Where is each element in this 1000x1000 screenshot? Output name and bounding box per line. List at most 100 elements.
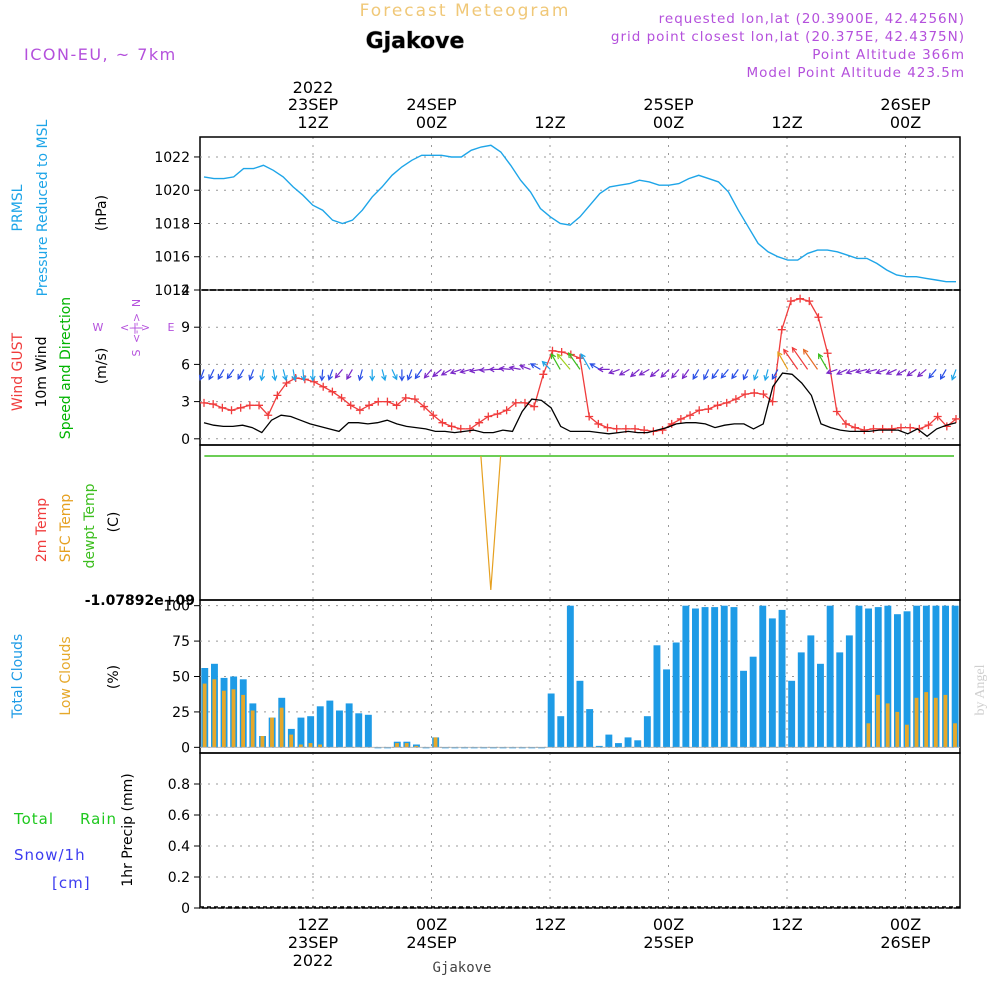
wind-direction-arrow bbox=[895, 368, 907, 376]
cloud-series: 0 25 50 75 100 bbox=[163, 599, 960, 756]
gust-marker bbox=[667, 419, 676, 428]
total-cloud-bar bbox=[720, 605, 728, 748]
gust-marker bbox=[264, 411, 273, 420]
compass-icon: N <-|-> S W <-|-> E bbox=[93, 299, 175, 357]
low-cloud-bar bbox=[308, 743, 313, 748]
cloud-ytick-label: 25 bbox=[172, 705, 190, 721]
wind-unit: (m/s) bbox=[94, 348, 110, 385]
gust-marker bbox=[777, 325, 786, 334]
wind-direction-arrow bbox=[763, 369, 770, 382]
low-cloud-bar bbox=[260, 736, 265, 748]
wind-direction-arrow bbox=[319, 369, 326, 382]
gust-marker bbox=[658, 426, 667, 435]
gust-marker bbox=[447, 422, 456, 431]
low-cloud-bar bbox=[395, 743, 399, 748]
wind-direction-arrow bbox=[649, 368, 660, 378]
gust-marker bbox=[282, 379, 291, 387]
precip-unit: 1hr Precip (mm) bbox=[120, 773, 136, 886]
total-cloud-bar bbox=[913, 605, 921, 748]
total-cloud-bar bbox=[364, 714, 372, 748]
total-cloud-bar bbox=[615, 743, 622, 748]
precip-ytick-label: 0 bbox=[181, 901, 190, 917]
gust-marker bbox=[603, 423, 612, 432]
wind-direction-arrow bbox=[711, 369, 719, 380]
prmsl-ytick-label: 1020 bbox=[154, 183, 190, 199]
low-cloud-bar bbox=[318, 744, 322, 748]
wind-labels: Wind GUST 10m Wind Speed and Direction (… bbox=[10, 297, 175, 439]
bottom-day-label: 26SEP bbox=[880, 933, 931, 952]
point-altitude: Point Altitude 366m bbox=[812, 47, 965, 63]
wind-series: 0 3 6 9 12 bbox=[172, 283, 960, 448]
top-day-label: 26SEP bbox=[880, 95, 931, 114]
prmsl-series: 1014 1016 1018 1020 1022 bbox=[154, 144, 960, 299]
gust-marker bbox=[502, 406, 511, 415]
rain-label: Rain bbox=[80, 810, 117, 828]
gust-marker bbox=[319, 382, 328, 391]
wind-direction-arrow bbox=[550, 353, 561, 370]
gust-marker bbox=[676, 414, 685, 423]
gust-marker bbox=[218, 403, 227, 412]
wind-direction-arrow bbox=[291, 369, 298, 382]
compass-n: N bbox=[130, 299, 143, 307]
wind-direction-arrow bbox=[845, 368, 858, 375]
cloud-ytick-label: 50 bbox=[172, 670, 190, 686]
gust-marker bbox=[906, 423, 915, 432]
compass-w: W bbox=[93, 321, 104, 334]
total-cloud-bar bbox=[855, 605, 863, 748]
low-cloud-bar bbox=[279, 707, 284, 748]
wind-direction-arrow bbox=[753, 369, 759, 381]
gust-marker bbox=[374, 397, 383, 406]
location-title: Gjakove bbox=[366, 29, 465, 54]
total-cloud-bar bbox=[538, 747, 545, 749]
gust-marker bbox=[539, 370, 548, 379]
gust-marker bbox=[557, 348, 566, 356]
top-hour-label: 12Z bbox=[534, 113, 565, 132]
top-day-label: 25SEP bbox=[643, 95, 694, 114]
low-cloud-bar bbox=[222, 690, 226, 748]
total-cloud-bar bbox=[557, 716, 565, 748]
total-cloud-bar bbox=[528, 747, 536, 749]
precip-ytick-label: 0.8 bbox=[168, 777, 190, 793]
gust-marker bbox=[631, 424, 640, 433]
wind-direction-arrow bbox=[885, 368, 897, 375]
total-cloud-bar bbox=[297, 717, 305, 748]
compass-s: S bbox=[130, 349, 143, 356]
wind-direction-arrow bbox=[529, 363, 541, 370]
grid-point-coords: grid point closest lon,lat (20.375E, 42.… bbox=[611, 29, 965, 45]
total-cloud-bar bbox=[480, 747, 488, 749]
sfc-temp-label: SFC Temp bbox=[58, 494, 74, 563]
wind-direction-arrow bbox=[802, 348, 818, 370]
total-cloud-bar bbox=[884, 605, 892, 748]
total-label: Total bbox=[13, 810, 54, 828]
precip-labels: Total Rain Snow/1h [cm] 1hr Precip (mm) bbox=[13, 773, 136, 892]
bottom-hour-label: 12Z bbox=[534, 915, 565, 934]
total-cloud-bar bbox=[634, 740, 642, 748]
gust-label: Wind GUST bbox=[10, 332, 26, 411]
total-clouds-label: Total Clouds bbox=[10, 634, 26, 719]
wind10-label: 10m Wind bbox=[34, 336, 50, 407]
sfc-temp-line bbox=[480, 455, 502, 591]
gust-marker bbox=[420, 402, 429, 411]
gust-marker bbox=[392, 401, 401, 410]
compass-ns-arrow: <-|-> bbox=[130, 313, 143, 343]
top-hour-label: 12Z bbox=[297, 113, 328, 132]
temp-panel bbox=[199, 444, 961, 601]
temp-series: -1.07892e+09 bbox=[85, 455, 954, 609]
temp-unit: (C) bbox=[106, 512, 122, 533]
total-cloud-bar bbox=[894, 614, 901, 748]
low-cloud-bar bbox=[231, 689, 236, 748]
low-cloud-bar bbox=[250, 710, 255, 748]
model-label: ICON-EU, ~ 7km bbox=[24, 45, 177, 64]
total-cloud-bar bbox=[624, 737, 632, 748]
prmsl-frame bbox=[199, 136, 961, 291]
low-cloud-bar bbox=[866, 723, 871, 748]
gust-marker bbox=[704, 405, 713, 414]
gust-marker bbox=[594, 419, 603, 428]
top-day-label: 23SEP bbox=[288, 95, 339, 114]
wind-direction-arrow bbox=[282, 369, 288, 382]
wind-direction-arrow bbox=[939, 369, 947, 380]
wind-direction-arrow bbox=[357, 369, 364, 382]
wind-direction-arrow bbox=[459, 368, 472, 374]
total-cloud-bar bbox=[566, 605, 574, 748]
